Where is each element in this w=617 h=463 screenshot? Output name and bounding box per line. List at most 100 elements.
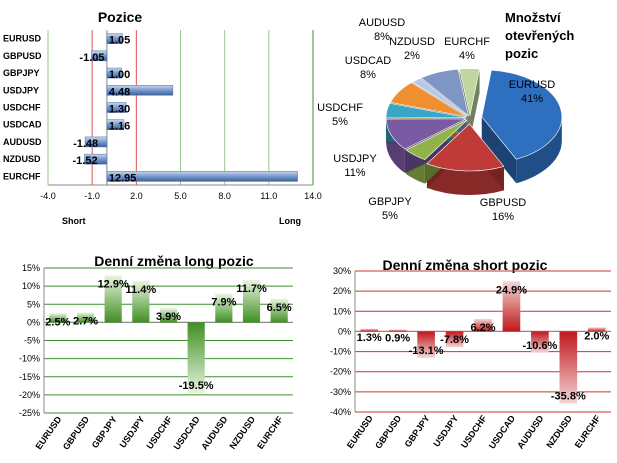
x-tick-label: 14.0 <box>304 191 322 201</box>
x-tick-label: 2.0 <box>130 191 143 201</box>
category-label: GBPUSD <box>373 413 404 451</box>
x-tick-label: 5.0 <box>174 191 187 201</box>
bar <box>106 33 123 44</box>
x-tick-label: -4.0 <box>40 191 56 201</box>
category-label: EURCHF <box>3 171 41 181</box>
bar <box>531 331 549 353</box>
category-label: GBPJPY <box>3 68 40 78</box>
bar <box>187 322 205 394</box>
pie-slice <box>405 119 468 160</box>
short-change-bars <box>360 281 606 404</box>
positions-title: Pozice <box>98 9 143 25</box>
long-change-chart: Denní změna long pozic 15% 10% 5% 0% -5% -10%… <box>19 253 293 452</box>
category-label: USDCHF <box>3 103 41 113</box>
bar <box>502 281 521 332</box>
pie-slice-side <box>386 119 405 173</box>
category-label: NZDUSD <box>227 414 257 451</box>
pie-category-label: GBPJPY <box>368 196 412 208</box>
bar <box>388 329 407 332</box>
short-label: Short <box>62 216 86 226</box>
pie-slice <box>426 123 505 172</box>
bar <box>474 318 492 332</box>
category-label: USDCHF <box>459 413 489 450</box>
pie-percent-label: 5% <box>382 210 398 222</box>
y-tick-label: 5% <box>27 299 40 309</box>
value-label: -35.8% <box>551 391 586 403</box>
value-label: 2.7% <box>73 316 98 328</box>
pie-slice <box>459 68 480 116</box>
y-tick-label: -20% <box>19 390 40 400</box>
pie-slices <box>385 68 563 172</box>
value-label: 1.3% <box>357 332 382 344</box>
x-tick-label: 11.0 <box>260 191 277 201</box>
pie-slice <box>481 69 563 160</box>
value-label: 6.2% <box>470 322 495 334</box>
bar <box>91 50 108 62</box>
y-tick-label: 0% <box>338 326 351 336</box>
category-label: NZDUSD <box>3 154 41 164</box>
bar <box>360 328 379 332</box>
y-tick-label: 20% <box>333 286 351 296</box>
y-tick-label: 15% <box>22 263 40 273</box>
pie-percent-label: 5% <box>332 116 348 128</box>
value-label: 12.95 <box>109 172 137 184</box>
y-tick-label: 30% <box>333 266 351 276</box>
y-tick-label: -30% <box>330 387 351 397</box>
category-label: EURUSD <box>3 34 42 44</box>
value-label: 1.05 <box>109 35 130 47</box>
bar <box>84 136 108 148</box>
pie-category-label: USDCAD <box>345 55 392 67</box>
pie-labels: EURUSD 41% GBPUSD 16% GBPJPY 5% USDJPY 11% USDCH… <box>317 17 555 223</box>
y-tick-label: -15% <box>19 372 40 382</box>
long-change-bars <box>49 275 288 394</box>
value-label: -13.1% <box>409 345 444 357</box>
bar <box>587 327 606 332</box>
category-label: EURCHF <box>255 414 285 451</box>
value-label: 2.5% <box>45 316 70 328</box>
category-label: USDCAD <box>3 120 42 130</box>
bar <box>106 67 122 79</box>
pie-title-line-1: Množství <box>505 10 561 25</box>
short-change-value-labels: 1.3% 0.9%-13.1%-7.8%6.2% 24.9% -10.6% -35.8%… <box>357 284 610 402</box>
pie-slice <box>385 118 467 150</box>
pie-slice-edge <box>481 116 517 184</box>
category-label: USDCHF <box>144 414 174 451</box>
bar <box>132 281 150 323</box>
y-tick-label: -20% <box>330 367 351 377</box>
positions-bars <box>84 33 298 182</box>
positions-category-labels: EURUSD GBPUSD GBPJPY USDJPY USDCHF USDCAD AUDU… <box>3 34 42 182</box>
category-label: AUDUSD <box>3 137 42 147</box>
bar <box>417 331 435 358</box>
pie-category-label: GBPUSD <box>480 197 527 209</box>
category-label: USDCAD <box>487 413 518 451</box>
value-label: 11.4% <box>126 284 157 296</box>
category-label: USDJPY <box>3 85 39 95</box>
pie-percent-label: 41% <box>521 93 543 105</box>
category-label: NZDUSD <box>544 413 574 450</box>
value-label: 4.48 <box>109 86 130 98</box>
y-tick-label: -5% <box>24 336 40 346</box>
bar <box>106 119 125 130</box>
value-label: -10.6% <box>522 340 557 352</box>
value-label: 2.0% <box>584 330 609 342</box>
y-tick-label: 10% <box>333 306 351 316</box>
pie-slice <box>385 103 467 119</box>
category-label: EURUSD <box>33 414 63 451</box>
y-tick-label: -10% <box>330 347 351 357</box>
positions-value-labels: 1.05 -1.05 1.00 4.48 1.30 1.16 -1.48 -1.52 12.95 <box>73 35 137 185</box>
bar <box>106 85 174 96</box>
pie-slice <box>411 77 468 117</box>
pie-category-label: NZDUSD <box>389 36 435 48</box>
bar <box>84 153 108 165</box>
bar <box>104 275 122 323</box>
positions-chart: Pozice EURUSD GBPUSD GBPJPY USDJPY USDCHF USD… <box>3 9 322 226</box>
y-tick-label: 0% <box>27 317 40 327</box>
category-label: EURCHF <box>573 413 603 450</box>
y-tick-label: -10% <box>19 354 40 364</box>
short-change-title: Denní změna short pozic <box>383 257 548 273</box>
category-label: GBPJPY <box>90 414 119 450</box>
pie-category-label: USDJPY <box>333 153 377 165</box>
pie-percent-label: 4% <box>459 50 475 62</box>
pie-slice-side <box>426 163 504 195</box>
